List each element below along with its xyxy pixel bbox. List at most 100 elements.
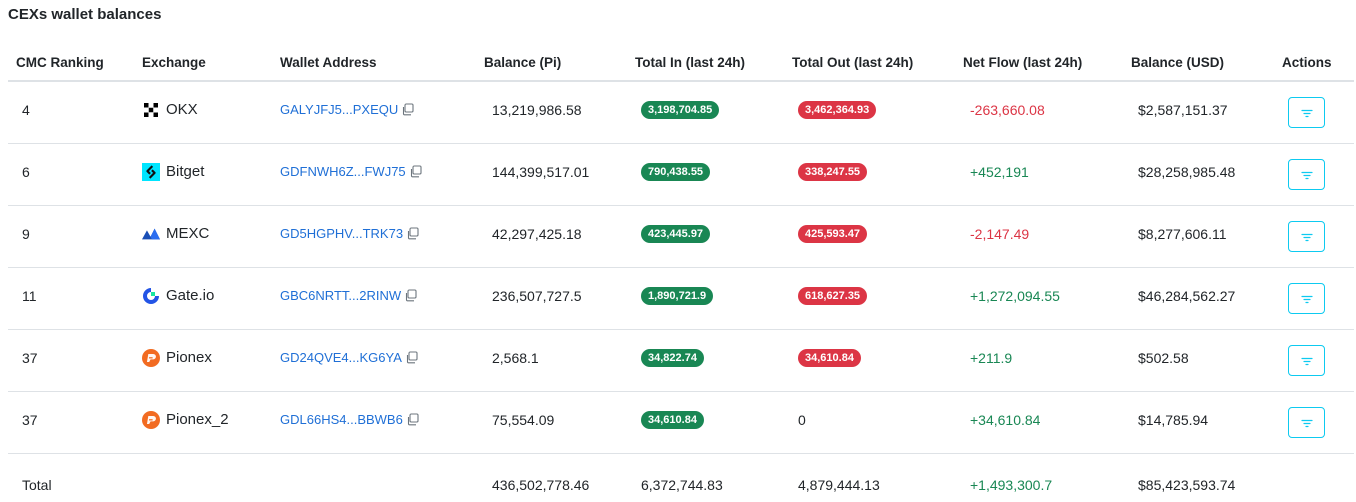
net-flow: -263,660.08 bbox=[970, 101, 1045, 118]
exchange-cell: Pionex_2 bbox=[142, 389, 229, 450]
total-out-value: 0 bbox=[798, 411, 806, 428]
filter-action-button[interactable] bbox=[1288, 97, 1325, 128]
total-net-flow: +1,493,300.7 bbox=[970, 477, 1053, 493]
table-row-pionex: 37 Pionex GD24QVE4...KG6YA 2,568.1 34,82… bbox=[8, 330, 1354, 392]
wallet-address-link[interactable]: GALYJFJ5...PXEQU bbox=[280, 102, 399, 117]
total-out-badge: 338,247.55 bbox=[798, 162, 868, 181]
filter-action-button[interactable] bbox=[1288, 283, 1325, 314]
balance-pi: 144,399,517.01 bbox=[492, 163, 590, 180]
filter-icon bbox=[1300, 291, 1313, 307]
filter-action-button[interactable] bbox=[1288, 407, 1325, 438]
header-exchange[interactable]: Exchange bbox=[142, 54, 206, 70]
balance-usd: $502.58 bbox=[1138, 349, 1189, 366]
net-flow: +211.9 bbox=[970, 349, 1013, 366]
balance-usd: $8,277,606.11 bbox=[1138, 225, 1227, 242]
total-out-cell: 0 bbox=[798, 389, 806, 450]
pionex-logo-icon bbox=[142, 410, 160, 429]
total-label: Total bbox=[22, 477, 52, 493]
total-out-badge: 3,462,364.93 bbox=[798, 100, 877, 119]
cmc-ranking: 37 bbox=[22, 411, 38, 428]
wallet-address-link[interactable]: GD24QVE4...KG6YA bbox=[280, 350, 402, 365]
wallet-address-cell: GALYJFJ5...PXEQU bbox=[280, 79, 414, 140]
header-cmc-ranking[interactable]: CMC Ranking bbox=[16, 54, 104, 70]
filter-action-button[interactable] bbox=[1288, 159, 1325, 190]
table-total-row: Total 436,502,778.46 6,372,744.83 4,879,… bbox=[8, 454, 1354, 502]
wallet-address-link[interactable]: GD5HGPHV...TRK73 bbox=[280, 226, 404, 241]
total-out-cell: 338,247.55 bbox=[798, 141, 868, 202]
exchange-cell: MEXC bbox=[142, 203, 209, 264]
wallet-address-cell: GBC6NRTT...2RINW bbox=[280, 265, 417, 326]
cmc-ranking: 9 bbox=[22, 225, 30, 242]
wallet-address-cell: GDFNWH6Z...FWJ75 bbox=[280, 141, 422, 202]
exchange-name: Bitget bbox=[166, 163, 205, 180]
exchange-name: Pionex bbox=[166, 349, 212, 366]
total-out-cell: 3,462,364.93 bbox=[798, 79, 877, 140]
net-flow: +1,272,094.55 bbox=[970, 287, 1060, 304]
total-out-cell: 34,610.84 bbox=[798, 327, 861, 388]
header-wallet-address[interactable]: Wallet Address bbox=[280, 54, 377, 70]
mexc-logo-icon bbox=[142, 225, 160, 243]
copy-icon[interactable] bbox=[409, 165, 422, 178]
filter-icon bbox=[1300, 229, 1313, 245]
balance-pi: 42,297,425.18 bbox=[492, 225, 582, 242]
total-balance-usd: $85,423,593.74 bbox=[1138, 477, 1236, 493]
copy-icon[interactable] bbox=[406, 413, 419, 426]
copy-icon[interactable] bbox=[401, 103, 414, 116]
wallet-address-link[interactable]: GDL66HS4...BBWB6 bbox=[280, 412, 403, 427]
total-in-badge: 423,445.97 bbox=[641, 224, 711, 243]
wallet-address-cell: GDL66HS4...BBWB6 bbox=[280, 389, 419, 450]
total-balance-pi: 436,502,778.46 bbox=[492, 477, 590, 493]
total-in-cell: 34,822.74 bbox=[641, 327, 704, 388]
table-row-pionex-2: 37 Pionex_2 GDL66HS4...BBWB6 75,554.09 3… bbox=[8, 392, 1354, 454]
balance-usd: $46,284,562.27 bbox=[1138, 287, 1236, 304]
actions-cell bbox=[1288, 82, 1325, 143]
header-net-flow[interactable]: Net Flow (last 24h) bbox=[963, 54, 1083, 70]
exchange-cell: Gate.io bbox=[142, 265, 214, 326]
bitget-logo-icon bbox=[142, 162, 160, 181]
cmc-ranking: 11 bbox=[22, 287, 37, 304]
table-row-okx: 4 OKX GALYJFJ5...PXEQU 13,219,986.58 3,1… bbox=[8, 82, 1354, 144]
exchange-cell: OKX bbox=[142, 79, 198, 140]
header-total-out[interactable]: Total Out (last 24h) bbox=[792, 54, 914, 70]
header-balance-usd[interactable]: Balance (USD) bbox=[1131, 54, 1225, 70]
filter-action-button[interactable] bbox=[1288, 345, 1325, 376]
net-flow: -2,147.49 bbox=[970, 225, 1030, 242]
total-out-badge: 425,593.47 bbox=[798, 224, 868, 243]
gateio-logo-icon bbox=[142, 287, 160, 305]
header-balance-pi[interactable]: Balance (Pi) bbox=[484, 54, 562, 70]
table-row-mexc: 9 MEXC GD5HGPHV...TRK73 42,297,425.18 42… bbox=[8, 206, 1354, 268]
total-in-badge: 34,610.84 bbox=[641, 410, 704, 429]
total-out-badge: 618,627.35 bbox=[798, 286, 868, 305]
cmc-ranking: 4 bbox=[22, 101, 30, 118]
cmc-ranking: 37 bbox=[22, 349, 38, 366]
actions-cell bbox=[1288, 268, 1325, 329]
net-flow: +34,610.84 bbox=[970, 411, 1041, 428]
total-in-cell: 423,445.97 bbox=[641, 203, 711, 264]
total-in-cell: 790,438.55 bbox=[641, 141, 711, 202]
filter-icon bbox=[1300, 167, 1313, 183]
total-in-badge: 790,438.55 bbox=[641, 162, 711, 181]
table-header-row: CMC Ranking Exchange Wallet Address Bala… bbox=[8, 44, 1354, 82]
pionex-logo-icon bbox=[142, 348, 160, 367]
wallet-address-link[interactable]: GDFNWH6Z...FWJ75 bbox=[280, 164, 406, 179]
filter-icon bbox=[1300, 415, 1313, 431]
balance-usd: $28,258,985.48 bbox=[1138, 163, 1236, 180]
exchange-name: Pionex_2 bbox=[166, 411, 229, 428]
balance-usd: $14,785.94 bbox=[1138, 411, 1209, 428]
table-row-bitget: 6 Bitget GDFNWH6Z...FWJ75 144,399,517.01… bbox=[8, 144, 1354, 206]
wallet-address-cell: GD24QVE4...KG6YA bbox=[280, 327, 418, 388]
header-total-in[interactable]: Total In (last 24h) bbox=[635, 54, 746, 70]
cex-balances-table: CMC Ranking Exchange Wallet Address Bala… bbox=[8, 44, 1354, 502]
balance-pi: 75,554.09 bbox=[492, 411, 555, 428]
filter-action-button[interactable] bbox=[1288, 221, 1325, 252]
actions-cell bbox=[1288, 330, 1325, 391]
copy-icon[interactable] bbox=[405, 351, 418, 364]
total-in-cell: 3,198,704.85 bbox=[641, 79, 720, 140]
total-out: 4,879,444.13 bbox=[798, 477, 880, 493]
page-title: CEXs wallet balances bbox=[8, 6, 162, 23]
total-out-badge: 34,610.84 bbox=[798, 348, 861, 367]
wallet-address-link[interactable]: GBC6NRTT...2RINW bbox=[280, 288, 402, 303]
copy-icon[interactable] bbox=[404, 289, 417, 302]
balance-pi: 2,568.1 bbox=[492, 349, 539, 366]
copy-icon[interactable] bbox=[406, 227, 419, 240]
